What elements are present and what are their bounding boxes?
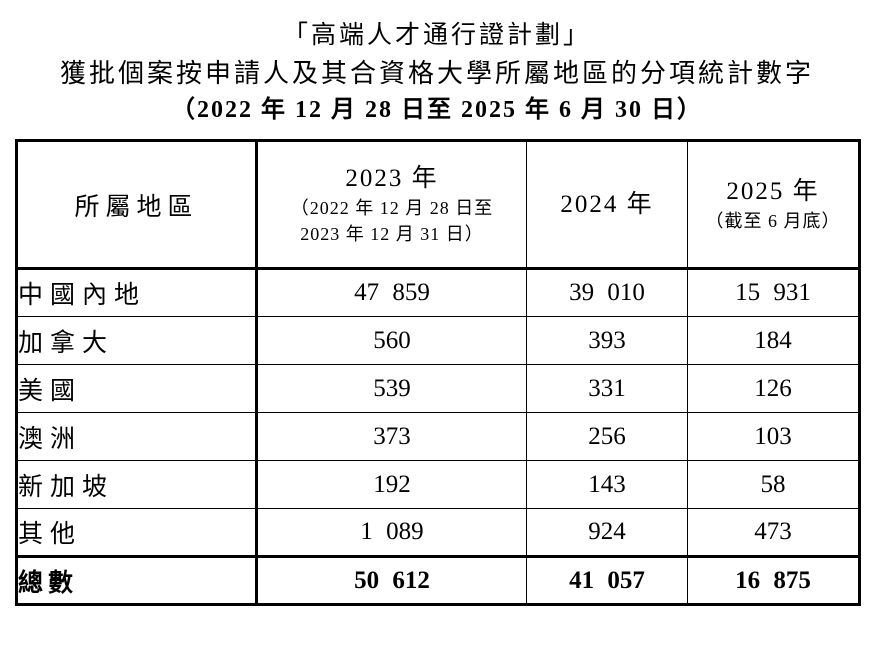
table-row-total: 總數 50 612 41 057 16 875 [16, 555, 860, 606]
region-label: 美國 [16, 364, 258, 414]
region-label: 新加坡 [16, 460, 258, 510]
value-2025: 184 [687, 316, 860, 366]
value-2023: 373 [256, 412, 527, 462]
column-header-2024: 2024 年 [526, 140, 688, 271]
value-2024: 256 [526, 412, 688, 462]
region-label: 澳洲 [16, 412, 258, 462]
table-row-usa: 美國 539 331 126 [16, 364, 860, 414]
value-2023: 192 [256, 460, 527, 510]
value-2023: 539 [256, 364, 527, 414]
column-header-2025: 2025 年 （截至 6 月底） [687, 140, 860, 271]
value-2025: 126 [687, 364, 860, 414]
total-2024: 41 057 [526, 555, 688, 606]
value-2023: 47 859 [256, 268, 527, 318]
total-label: 總數 [16, 555, 258, 606]
table-row-australia: 澳洲 373 256 103 [16, 412, 860, 462]
year-2023-period-line1: （2022 年 12 月 28 日至 [290, 197, 494, 218]
value-2024: 924 [526, 508, 688, 558]
title-description: 獲批個案按申請人及其合資格大學所屬地區的分項統計數字 [59, 58, 814, 88]
region-label: 加拿大 [16, 316, 258, 366]
value-2025: 15 931 [687, 268, 860, 318]
table-row-canada: 加拿大 560 393 184 [16, 316, 860, 366]
value-2024: 143 [526, 460, 688, 510]
total-2025: 16 875 [687, 555, 860, 606]
region-label: 其他 [16, 508, 258, 558]
column-header-2023: 2023 年 （2022 年 12 月 28 日至 2023 年 12 月 31… [256, 140, 527, 271]
column-header-region: 所屬地區 [16, 140, 258, 271]
year-2023-label: 2023 年 [345, 165, 439, 193]
value-2024: 393 [526, 316, 688, 366]
value-2023: 1 089 [256, 508, 527, 558]
region-label: 中國內地 [16, 268, 258, 318]
value-2024: 331 [526, 364, 688, 414]
table-row-others: 其他 1 089 924 473 [16, 508, 860, 558]
document-title-block: 「高端人才通行證計劃」 獲批個案按申請人及其合資格大學所屬地區的分項統計數字 （… [0, 0, 874, 126]
table-row-singapore: 新加坡 192 143 58 [16, 460, 860, 510]
value-2023: 560 [256, 316, 527, 366]
table-row-mainland-china: 中國內地 47 859 39 010 15 931 [16, 268, 860, 318]
year-2024-label: 2024 年 [560, 191, 654, 219]
year-2025-period: （截至 6 月底） [705, 210, 841, 231]
table-header-row: 所屬地區 2023 年 （2022 年 12 月 28 日至 2023 年 12… [16, 140, 860, 271]
year-2023-period-line2: 2023 年 12 月 31 日） [300, 223, 484, 244]
value-2025: 103 [687, 412, 860, 462]
value-2025: 473 [687, 508, 860, 558]
total-2023: 50 612 [256, 555, 527, 606]
value-2024: 39 010 [526, 268, 688, 318]
statistics-table: 所屬地區 2023 年 （2022 年 12 月 28 日至 2023 年 12… [15, 139, 861, 607]
title-date-range: （2022 年 12 月 28 日至 2025 年 6 月 30 日） [171, 97, 703, 124]
year-2025-label: 2025 年 [726, 178, 820, 206]
title-scheme-name: 「高端人才通行證計劃」 [282, 22, 591, 49]
value-2025: 58 [687, 460, 860, 510]
